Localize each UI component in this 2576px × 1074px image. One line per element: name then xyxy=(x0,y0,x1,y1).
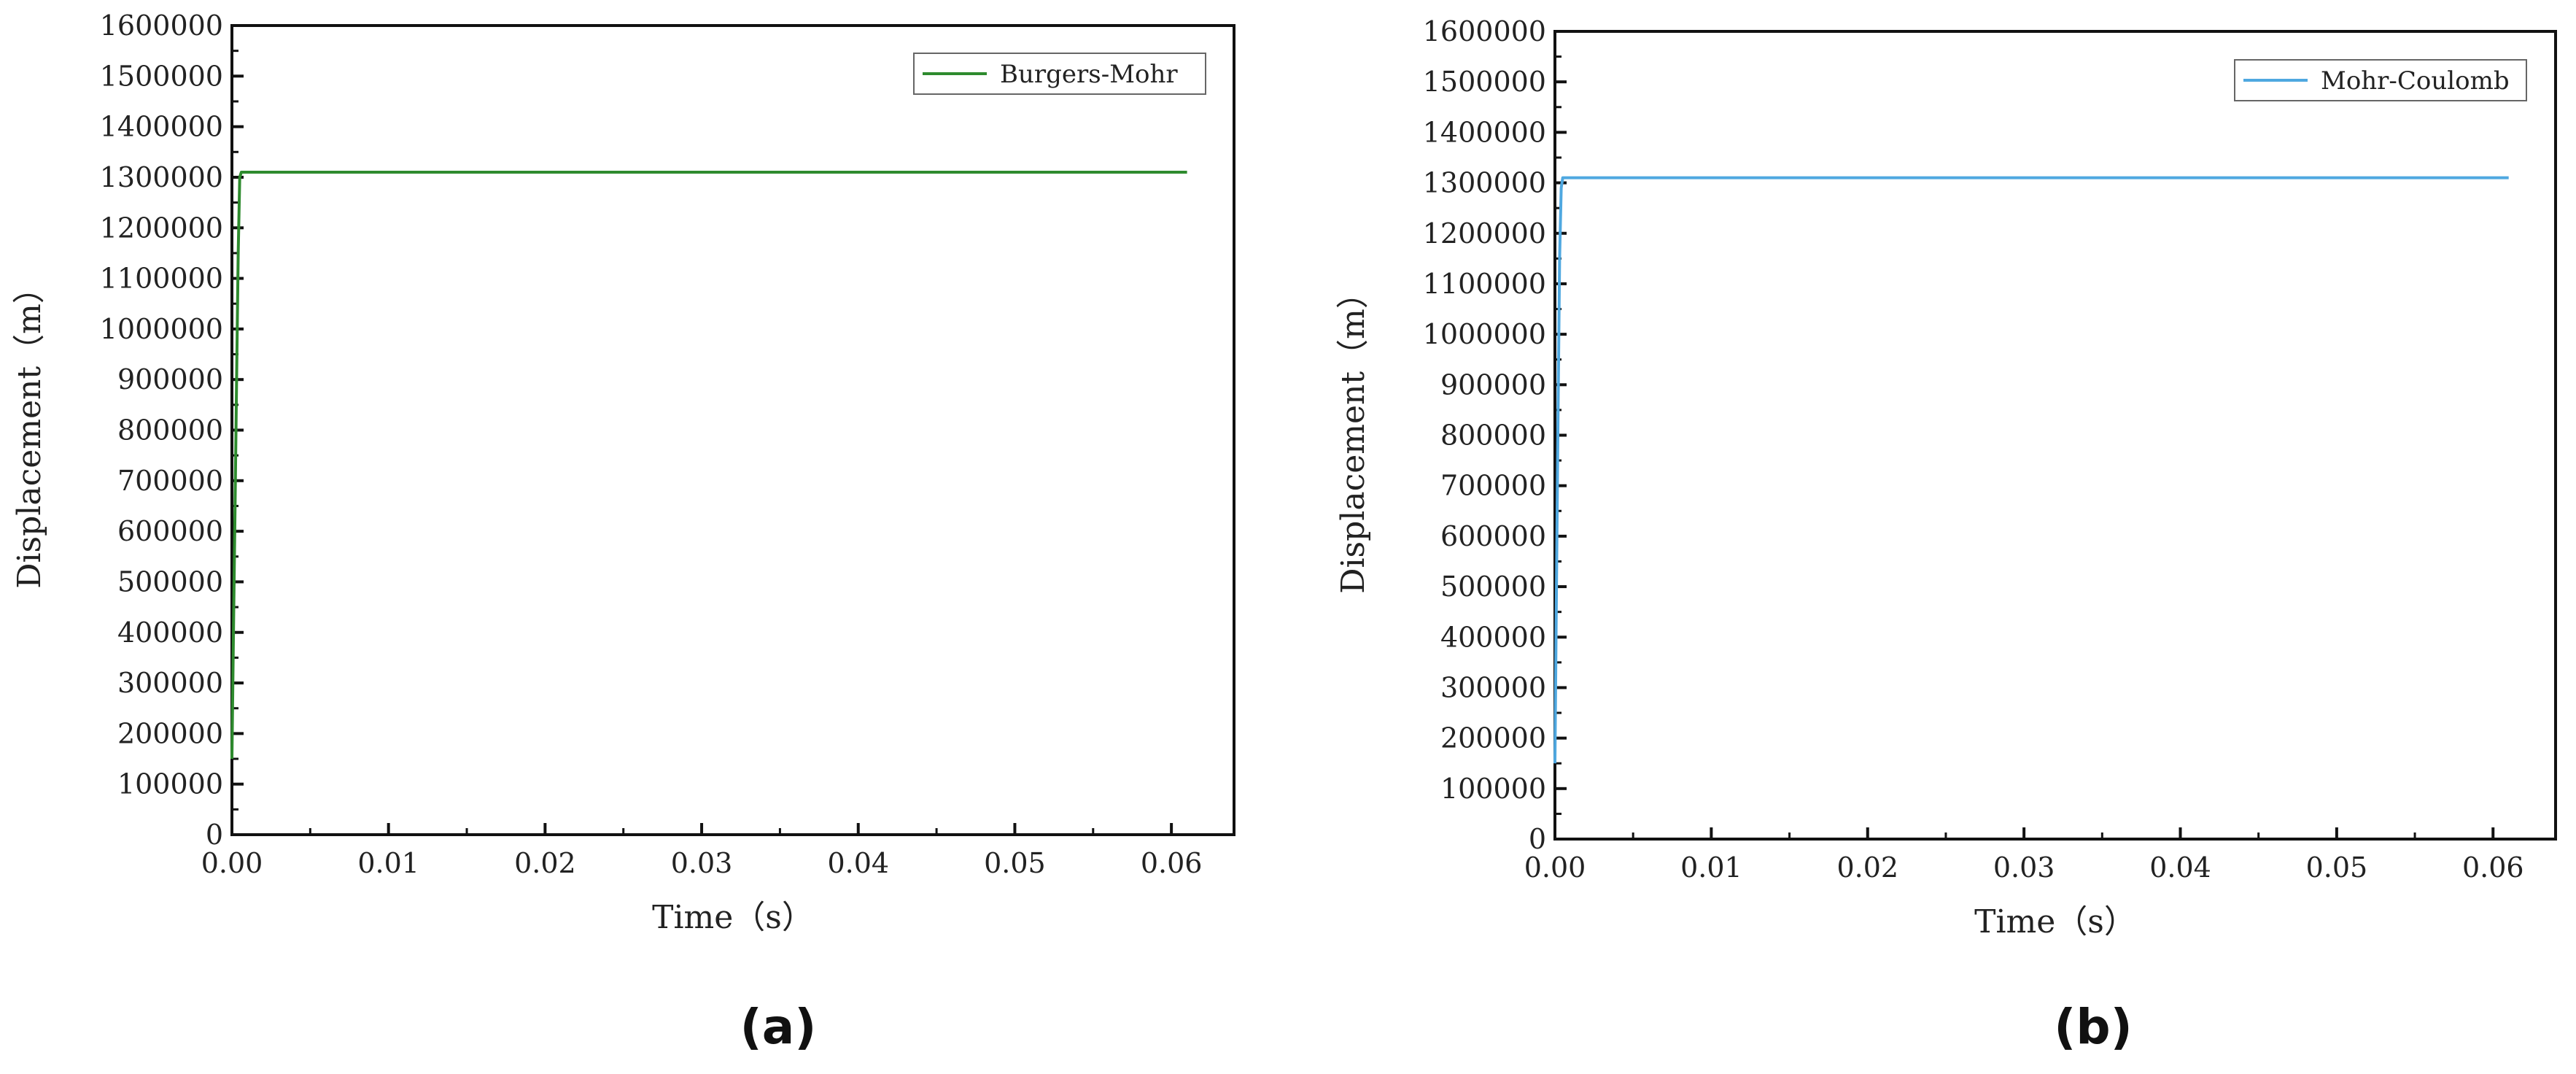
x-tick-label: 0.00 xyxy=(201,847,263,879)
chart-panel-a: 0 100000 200000 300000 400000 500000 600000 700… xyxy=(11,9,1235,1055)
x-tick-label: 0.01 xyxy=(357,847,419,879)
y-tick-label: 100000 xyxy=(117,768,223,800)
x-tick-label: 0.05 xyxy=(984,847,1046,879)
y-tick-label: 700000 xyxy=(117,465,223,497)
x-tick-label: 0.03 xyxy=(1993,851,2055,884)
x-tick-label: 0.04 xyxy=(827,847,889,879)
panel-caption: (b) xyxy=(2054,999,2133,1055)
y-tick-label: 600000 xyxy=(117,515,223,547)
y-tick-label: 400000 xyxy=(1440,621,1546,653)
y-tick-label: 1200000 xyxy=(1423,217,1546,250)
y-tick-label: 1000000 xyxy=(100,313,223,345)
y-tick-label: 400000 xyxy=(117,617,223,649)
y-tick-label: 1600000 xyxy=(100,9,223,42)
y-tick-label: 0 xyxy=(1529,823,1546,855)
y-tick-label: 1600000 xyxy=(1423,15,1546,47)
legend-label: Burgers-Mohr xyxy=(1000,60,1178,89)
y-tick-label: 300000 xyxy=(117,667,223,699)
y-tick-label: 300000 xyxy=(1440,671,1546,703)
y-axis-title: Displacement（m） xyxy=(1335,277,1372,594)
y-axis-title: Displacement（m） xyxy=(11,271,48,589)
x-axis-title: Time（s） xyxy=(1974,903,2136,940)
panel-caption: (a) xyxy=(740,999,817,1055)
y-tick-label: 800000 xyxy=(117,414,223,447)
plot-frame xyxy=(1553,30,2557,841)
x-tick-label: 0.02 xyxy=(514,847,576,879)
x-tick-label: 0.04 xyxy=(2149,851,2211,884)
x-axis-title: Time（s） xyxy=(652,899,814,936)
y-tick-label: 600000 xyxy=(1440,520,1546,552)
y-tick-label: 1500000 xyxy=(100,60,223,92)
y-tick-label: 200000 xyxy=(1440,722,1546,754)
y-tick-label: 900000 xyxy=(117,363,223,395)
y-tick-label: 500000 xyxy=(117,565,223,598)
x-tick-label: 0.06 xyxy=(1141,847,1203,879)
y-tick-label: 1100000 xyxy=(100,263,223,295)
y-tick-label: 100000 xyxy=(1440,773,1546,805)
x-tick-label: 0.02 xyxy=(1836,851,1898,884)
x-tick-label: 0.01 xyxy=(1680,851,1742,884)
x-tick-label: 0.06 xyxy=(2462,851,2524,884)
y-tick-label: 1200000 xyxy=(100,212,223,244)
y-tick-label: 1300000 xyxy=(100,161,223,193)
y-tick-label: 900000 xyxy=(1440,368,1546,401)
plot-frame xyxy=(230,24,1235,836)
chart-panel-b: 0 100000 200000 300000 400000 500000 600000 700… xyxy=(1335,15,2557,1055)
legend-label: Mohr-Coulomb xyxy=(2321,66,2510,96)
y-tick-label: 1400000 xyxy=(100,111,223,143)
x-tick-label: 0.03 xyxy=(671,847,733,879)
y-tick-label: 0 xyxy=(206,819,223,851)
y-tick-label: 1500000 xyxy=(1423,66,1546,98)
x-tick-label: 0.05 xyxy=(2306,851,2368,884)
y-tick-label: 1300000 xyxy=(1423,167,1546,199)
y-tick-label: 800000 xyxy=(1440,420,1546,452)
y-tick-label: 1100000 xyxy=(1423,268,1546,300)
x-tick-label: 0.00 xyxy=(1524,851,1586,884)
y-tick-label: 500000 xyxy=(1440,571,1546,603)
y-tick-label: 700000 xyxy=(1440,470,1546,502)
series-line xyxy=(230,171,1187,760)
y-tick-label: 1400000 xyxy=(1423,116,1546,148)
series-line xyxy=(1553,176,2509,764)
y-tick-label: 200000 xyxy=(117,717,223,749)
y-tick-label: 1000000 xyxy=(1423,318,1546,350)
